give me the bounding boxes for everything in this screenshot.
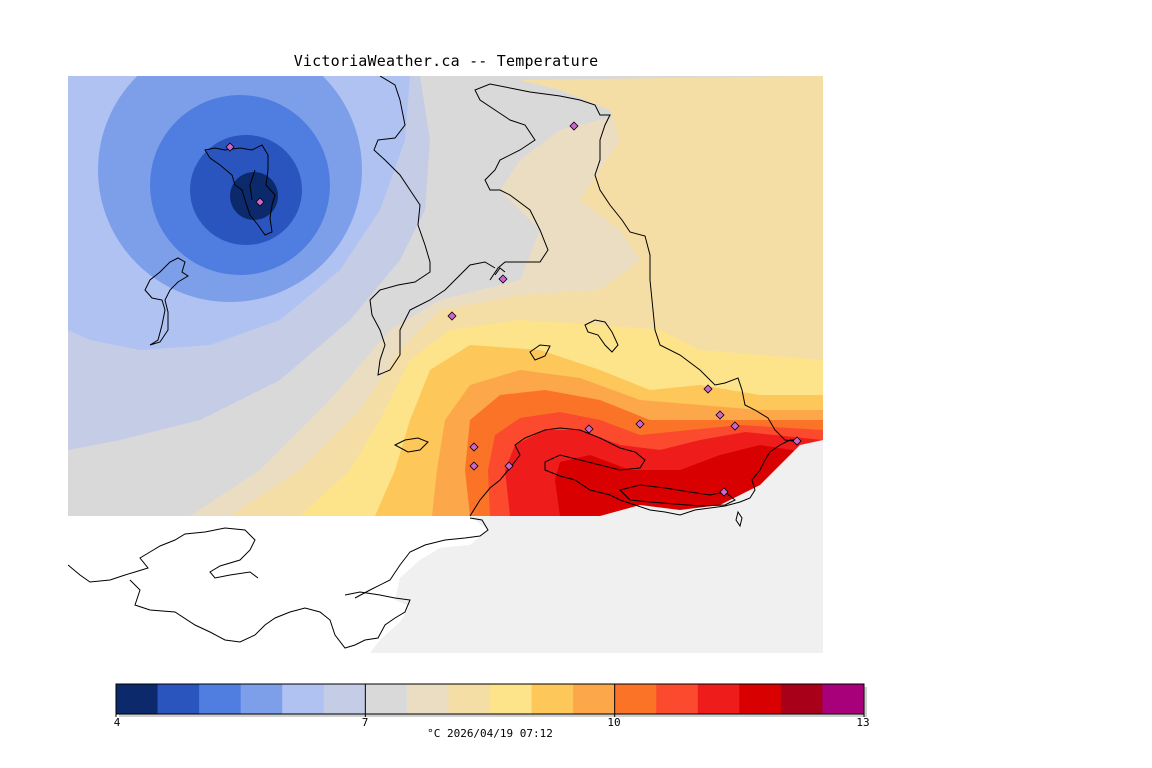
colorbar-swatch — [157, 684, 200, 714]
station-marker — [447, 311, 457, 321]
map-title: VictoriaWeather.ca -- Temperature — [293, 52, 599, 70]
colorbar-swatch — [240, 684, 283, 714]
station-marker — [469, 442, 479, 452]
temperature-contours — [68, 76, 823, 516]
colorbar — [115, 683, 867, 717]
station-marker — [792, 436, 802, 446]
colorbar-swatch — [656, 684, 699, 714]
colorbar-swatch — [490, 684, 533, 714]
station-marker — [715, 410, 725, 420]
water-area — [68, 516, 488, 653]
land-lower-right — [370, 440, 823, 653]
coastlines — [68, 76, 801, 649]
colorbar-tick-label-7: 7 — [361, 716, 369, 729]
colorbar-swatch — [614, 684, 657, 714]
colorbar-swatch — [448, 684, 491, 714]
colorbar-tick-label-13: 13 — [856, 716, 870, 729]
station-marker — [730, 421, 740, 431]
station-marker — [584, 424, 594, 434]
colorbar-swatch — [780, 684, 823, 714]
colorbar-tick-label-4: 4 — [113, 716, 121, 729]
colorbar-tick-label-10: 10 — [607, 716, 621, 729]
colorbar-swatch — [739, 684, 782, 714]
station-marker — [498, 274, 508, 284]
station-markers — [225, 121, 802, 497]
station-marker — [225, 142, 235, 152]
colorbar-swatch — [199, 684, 242, 714]
station-marker — [469, 461, 479, 471]
colorbar-swatch — [116, 684, 159, 714]
colorbar-swatch — [323, 684, 366, 714]
station-marker — [719, 487, 729, 497]
colorbar-swatch — [697, 684, 740, 714]
colorbar-swatch — [406, 684, 449, 714]
station-marker — [255, 197, 265, 207]
station-marker — [504, 461, 514, 471]
colorbar-swatch — [531, 684, 574, 714]
colorbar-swatch — [282, 684, 325, 714]
station-marker — [569, 121, 579, 131]
colorbar-caption: °C 2026/04/19 07:12 — [427, 727, 553, 740]
station-marker — [703, 384, 713, 394]
station-marker — [635, 419, 645, 429]
colorbar-swatch — [822, 684, 865, 714]
colorbar-swatch — [573, 684, 616, 714]
colorbar-swatch — [365, 684, 408, 714]
